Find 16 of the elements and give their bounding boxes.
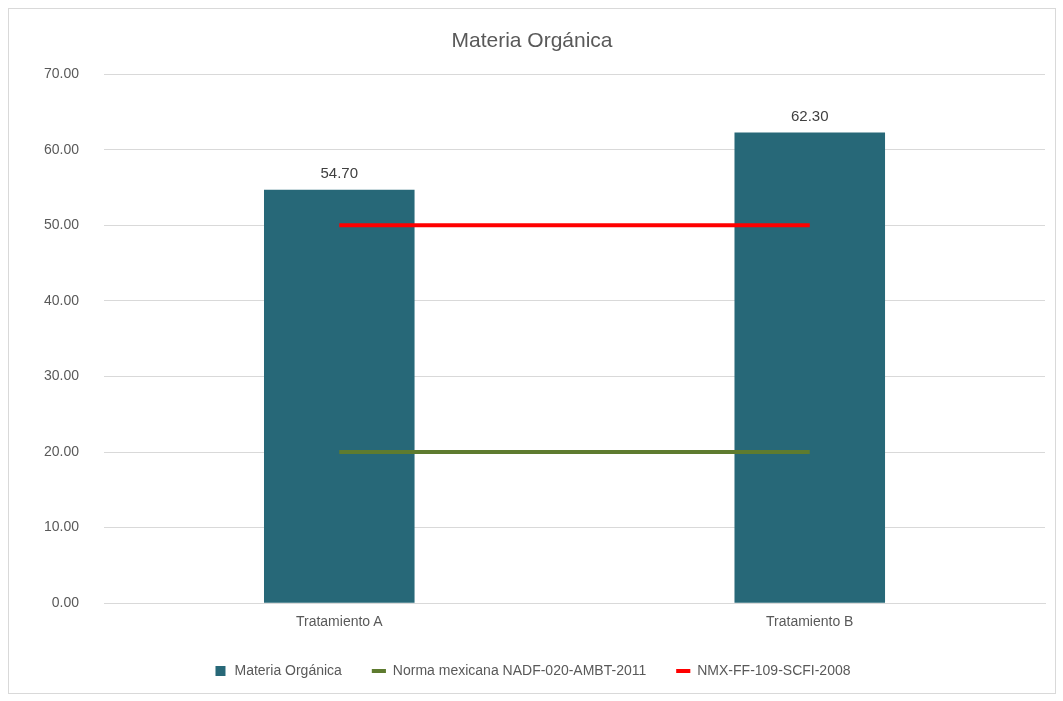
y-tick-label: 50.00	[43, 216, 80, 233]
x-tick-label: Tratamiento A	[295, 613, 384, 630]
x-tick-label: Tratamiento B	[766, 613, 854, 630]
data-label: 54.70	[320, 164, 359, 182]
data-label: 62.30	[790, 107, 829, 125]
y-tick-label: 20.00	[43, 442, 80, 459]
y-tick-label: 60.00	[43, 140, 80, 157]
legend-label: Norma mexicana NADF-020-AMBT-2011	[392, 661, 647, 678]
y-tick-label: 40.00	[43, 291, 80, 308]
chart-title: Materia Orgánica	[451, 28, 613, 52]
y-tick-label: 10.00	[43, 518, 80, 535]
legend-label: NMX-FF-109-SCFI-2008	[697, 661, 851, 678]
legend-label: Materia Orgánica	[234, 661, 343, 678]
y-tick-label: 0.00	[51, 594, 80, 611]
y-tick-label: 30.00	[43, 367, 80, 384]
y-tick-label: 70.00	[43, 65, 80, 82]
